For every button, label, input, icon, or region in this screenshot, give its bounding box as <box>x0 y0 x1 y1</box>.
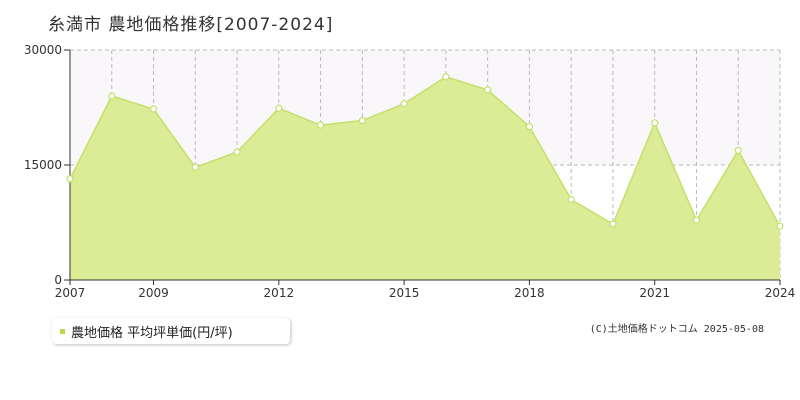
legend: 農地価格 平均坪単価(円/坪) <box>52 318 290 344</box>
x-tick-label: 2018 <box>514 286 545 300</box>
x-tick-label: 2015 <box>389 286 420 300</box>
data-point <box>358 116 366 125</box>
data-point <box>692 216 701 224</box>
chart-title: 糸満市 農地価格推移[2007-2024] <box>48 15 334 35</box>
data-point <box>316 121 325 129</box>
data-point <box>400 100 408 108</box>
x-tick-label: 2024 <box>765 286 796 300</box>
y-tick-label: 0 <box>54 273 62 287</box>
x-tick-label: 2007 <box>55 286 86 300</box>
data-point <box>734 146 742 155</box>
data-point <box>108 92 116 100</box>
data-point <box>651 119 659 127</box>
data-point <box>525 123 534 131</box>
x-tick-label: 2009 <box>138 286 169 300</box>
data-point <box>149 105 158 113</box>
x-tick-label: 2021 <box>639 286 670 300</box>
data-point <box>484 86 492 94</box>
data-point <box>233 148 241 156</box>
y-tick-label: 15000 <box>24 158 62 172</box>
data-point <box>609 220 617 228</box>
x-tick-label: 2012 <box>264 286 295 300</box>
legend-label: 農地価格 平均坪単価(円/坪) <box>71 325 233 341</box>
data-point <box>66 175 74 183</box>
series-line <box>69 76 781 227</box>
data-point <box>776 222 784 230</box>
y-tick-label: 30000 <box>24 43 62 57</box>
data-point <box>567 195 575 204</box>
copyright-credit: (C)土地価格ドットコム 2025-05-08 <box>589 324 764 335</box>
data-point <box>191 163 199 171</box>
series-area <box>70 76 780 280</box>
data-point <box>275 104 283 112</box>
legend-marker <box>60 328 65 334</box>
data-point <box>442 73 450 81</box>
